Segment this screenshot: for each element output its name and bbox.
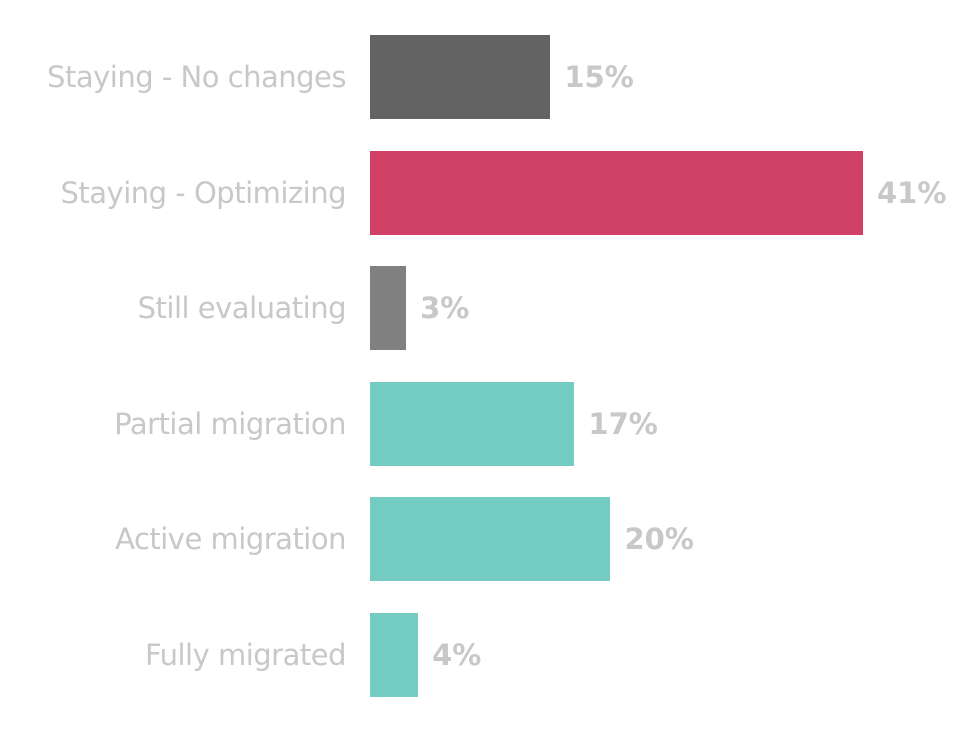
category-label: Partial migration <box>114 406 346 441</box>
value-label: 41% <box>877 175 947 210</box>
bar <box>370 613 419 697</box>
category-label: Fully migrated <box>145 638 347 672</box>
bar <box>370 266 407 351</box>
value-label: 4% <box>432 638 482 672</box>
bar-row: Partial migration 17% <box>0 381 976 466</box>
category-label: Still evaluating <box>137 291 347 326</box>
value-label: 3% <box>420 291 470 326</box>
bar <box>370 35 551 119</box>
bar-row: Active migration 20% <box>0 497 976 582</box>
value-label: 17% <box>588 406 658 441</box>
category-label: Staying - No changes <box>47 60 346 94</box>
bar-row: Still evaluating 3% <box>0 266 976 351</box>
bar-row: Staying - Optimizing 41% <box>0 150 976 235</box>
category-label: Staying - Optimizing <box>60 175 347 210</box>
category-label: Active migration <box>115 522 346 557</box>
bar-row: Staying - No changes 15% <box>0 35 976 119</box>
bar <box>370 381 575 466</box>
bar <box>370 150 863 235</box>
bar-row: Fully migrated 4% <box>0 613 976 697</box>
bar <box>370 497 611 582</box>
value-label: 15% <box>564 60 634 94</box>
value-label: 20% <box>624 522 694 557</box>
